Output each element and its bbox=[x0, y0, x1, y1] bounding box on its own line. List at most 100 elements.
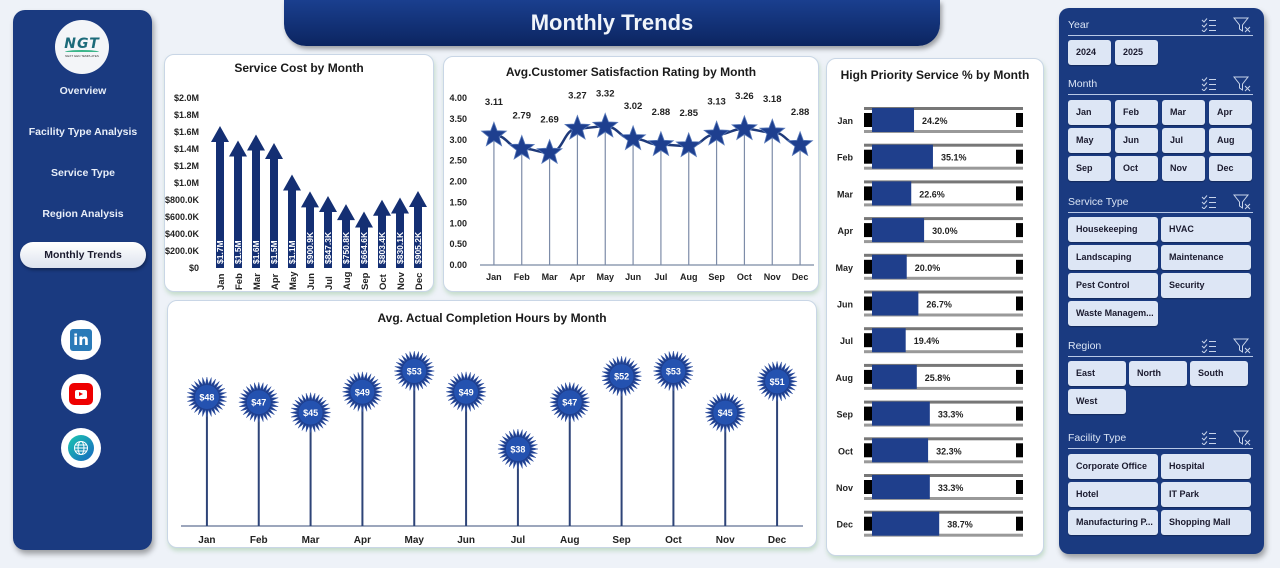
slicer-option-service-type[interactable]: Pest Control bbox=[1068, 273, 1158, 298]
data-label: 3.32 bbox=[596, 88, 615, 99]
chart-title: Avg.Customer Satisfaction Rating by Mont… bbox=[505, 65, 757, 79]
nav-monthly-trends[interactable]: Monthly Trends bbox=[20, 242, 146, 268]
multi-select-icon[interactable] bbox=[1201, 431, 1217, 446]
data-label: 24.2% bbox=[922, 116, 948, 126]
clear-filter-icon[interactable] bbox=[1232, 338, 1251, 354]
x-tick-label: Feb bbox=[250, 535, 268, 546]
x-tick-label: Nov bbox=[716, 535, 735, 546]
slicer-header-facility-type: Facility Type bbox=[1068, 429, 1253, 449]
slicer-option-facility-type[interactable]: Shopping Mall bbox=[1161, 510, 1251, 535]
bar-row bbox=[864, 400, 1023, 427]
multi-select-icon[interactable] bbox=[1201, 339, 1217, 354]
youtube-button[interactable] bbox=[61, 374, 101, 414]
slicer-option-region[interactable]: South bbox=[1190, 361, 1248, 386]
slicer-option-service-type[interactable]: Maintenance bbox=[1161, 245, 1251, 270]
bar-track-bottom bbox=[864, 497, 1023, 500]
slicer-option-facility-type[interactable]: Corporate Office bbox=[1068, 454, 1158, 479]
clear-filter-icon[interactable] bbox=[1232, 76, 1251, 92]
slicer-option-month[interactable]: Dec bbox=[1209, 156, 1252, 181]
y-tick-label: Nov bbox=[836, 483, 853, 493]
data-label: $664.6K bbox=[359, 231, 369, 264]
slicer-option-month[interactable]: Jul bbox=[1162, 128, 1205, 153]
linkedin-icon: in bbox=[70, 329, 92, 351]
bar-track-bottom bbox=[864, 533, 1023, 537]
clear-filter-icon[interactable] bbox=[1232, 17, 1251, 33]
y-tick-label: 1.00 bbox=[449, 218, 467, 228]
bar-fill bbox=[872, 254, 907, 279]
x-tick-label: Jan bbox=[216, 273, 227, 290]
bar-row bbox=[864, 437, 1023, 464]
slicer-title: Service Type bbox=[1068, 196, 1129, 208]
slicer-option-facility-type[interactable]: Manufacturing P... bbox=[1068, 510, 1158, 535]
x-tick-label: Nov bbox=[396, 271, 407, 290]
slicer-option-region[interactable]: North bbox=[1129, 361, 1187, 386]
slicer-option-month[interactable]: Jan bbox=[1068, 100, 1111, 125]
bar-track-bottom bbox=[864, 460, 1023, 464]
bar-cap-right bbox=[1016, 333, 1023, 348]
slicer-option-service-type[interactable]: Waste Managem... bbox=[1068, 301, 1158, 326]
slicer-title: Month bbox=[1068, 78, 1098, 90]
bar-cap-right bbox=[1016, 113, 1023, 127]
multi-select-icon[interactable] bbox=[1201, 195, 1217, 210]
chart-title: Service Cost by Month bbox=[234, 61, 364, 75]
y-tick-label: $1.0M bbox=[174, 178, 199, 188]
slicer-option-month[interactable]: Jun bbox=[1115, 128, 1158, 153]
x-tick-label: Aug bbox=[342, 271, 353, 290]
data-label: 2.69 bbox=[540, 115, 559, 126]
y-tick-label: Feb bbox=[837, 153, 854, 163]
bar bbox=[211, 126, 229, 268]
slicer-option-facility-type[interactable]: Hospital bbox=[1161, 454, 1251, 479]
slicer-option-service-type[interactable]: HVAC bbox=[1161, 217, 1251, 242]
satisfaction-card: Avg.Customer Satisfaction Rating by Mont… bbox=[443, 56, 819, 292]
bar-arrow bbox=[247, 134, 265, 268]
slicer-option-facility-type[interactable]: Hotel bbox=[1068, 482, 1158, 507]
bar-cap-right bbox=[1016, 259, 1023, 274]
data-label: $900.9K bbox=[305, 231, 315, 264]
bar-fill bbox=[872, 218, 925, 243]
nav-service-type[interactable]: Service Type bbox=[50, 167, 115, 179]
multi-select-icon[interactable] bbox=[1201, 77, 1217, 92]
slicer-option-year[interactable]: 2024 bbox=[1068, 40, 1111, 65]
linkedin-button[interactable]: in bbox=[61, 320, 101, 360]
x-tick-label: Sep bbox=[612, 535, 630, 546]
data-label: 25.8% bbox=[925, 373, 951, 383]
bar-row bbox=[864, 474, 1023, 500]
data-label: 3.13 bbox=[707, 96, 726, 107]
slicer-option-region[interactable]: West bbox=[1068, 389, 1126, 414]
slicer-option-service-type[interactable]: Housekeeping bbox=[1068, 217, 1158, 242]
slicer-option-month[interactable]: May bbox=[1068, 128, 1111, 153]
service-cost-chart: $0 $200.0K $400.0K $600.0K $800.0K $1.0M $1.2M… bbox=[165, 93, 427, 290]
x-tick-label: Aug bbox=[560, 535, 579, 546]
bar-row bbox=[864, 510, 1023, 537]
slicer-option-month[interactable]: Feb bbox=[1115, 100, 1158, 125]
nav-overview[interactable]: Overview bbox=[59, 85, 107, 97]
x-tick-label: Jun bbox=[306, 273, 317, 290]
slicer-option-year[interactable]: 2025 bbox=[1115, 40, 1158, 65]
clear-filter-icon[interactable] bbox=[1232, 194, 1251, 210]
multi-select-icon[interactable] bbox=[1201, 18, 1217, 33]
clear-filter-icon[interactable] bbox=[1232, 430, 1251, 446]
x-tick-label: Dec bbox=[414, 273, 425, 290]
x-tick-label: Jul bbox=[511, 535, 526, 546]
slicer-option-month[interactable]: Apr bbox=[1209, 100, 1252, 125]
x-tick-label: Apr bbox=[270, 273, 281, 290]
slicer-title: Region bbox=[1068, 340, 1102, 352]
x-tick-label: Aug bbox=[680, 272, 698, 282]
slicer-option-region[interactable]: East bbox=[1068, 361, 1126, 386]
slicer-option-service-type[interactable]: Security bbox=[1161, 273, 1251, 298]
slicer-option-service-type[interactable]: Landscaping bbox=[1068, 245, 1158, 270]
bar-fill bbox=[872, 328, 906, 353]
bar-row bbox=[864, 217, 1023, 244]
nav-region-analysis[interactable]: Region Analysis bbox=[42, 208, 124, 220]
slicer-option-month[interactable]: Nov bbox=[1162, 156, 1205, 181]
slicer-option-month[interactable]: Oct bbox=[1115, 156, 1158, 181]
x-tick-label: Dec bbox=[792, 272, 809, 282]
bar-cap-left bbox=[864, 186, 872, 201]
slicer-option-month[interactable]: Aug bbox=[1209, 128, 1252, 153]
logo-tagline: NEXT GEN TEMPLATES bbox=[65, 54, 99, 58]
slicer-option-month[interactable]: Mar bbox=[1162, 100, 1205, 125]
nav-facility-type-analysis[interactable]: Facility Type Analysis bbox=[28, 126, 138, 138]
slicer-option-month[interactable]: Sep bbox=[1068, 156, 1111, 181]
website-button[interactable] bbox=[61, 428, 101, 468]
slicer-option-facility-type[interactable]: IT Park bbox=[1161, 482, 1251, 507]
